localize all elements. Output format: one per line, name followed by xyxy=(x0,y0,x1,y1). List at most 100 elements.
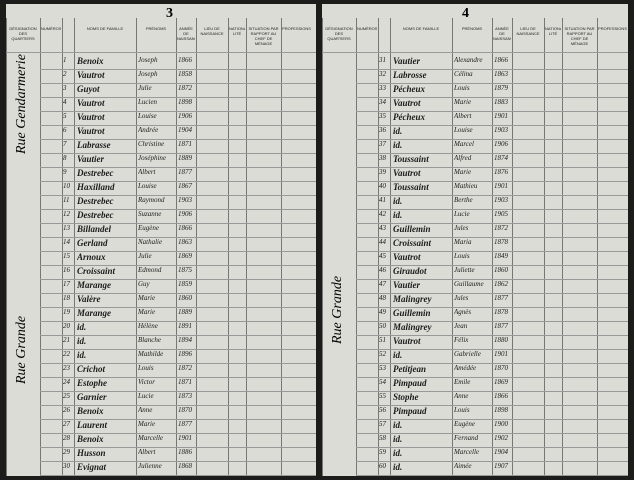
column-header: NATIONA-LITÉ xyxy=(229,26,245,36)
family-name: Pimpaud xyxy=(393,406,427,416)
first-name: Julie xyxy=(138,252,152,260)
column-rule xyxy=(196,18,197,476)
person-number: 41 xyxy=(379,196,386,204)
birth-year: 1863 xyxy=(178,238,192,246)
family-name: Valère xyxy=(77,294,101,304)
family-name: Marange xyxy=(77,308,112,318)
birth-year: 1859 xyxy=(178,280,192,288)
row-rule xyxy=(40,237,316,238)
person-number: 38 xyxy=(379,154,386,162)
column-header: PRÉNOMS xyxy=(145,26,167,31)
first-name: Jules xyxy=(454,224,469,232)
person-number: 24 xyxy=(63,378,70,386)
birth-year: 1904 xyxy=(494,448,508,456)
birth-year: 1867 xyxy=(178,182,192,190)
birth-year: 1872 xyxy=(494,224,508,232)
person-number: 18 xyxy=(63,294,70,302)
row-rule xyxy=(40,125,316,126)
birth-year: 1863 xyxy=(494,70,508,78)
row-rule xyxy=(356,83,628,84)
row-rule xyxy=(356,349,628,350)
person-number: 23 xyxy=(63,364,70,372)
column-rule xyxy=(40,18,41,476)
family-name: Estophe xyxy=(77,378,108,388)
street-name: Rue Grande xyxy=(330,275,345,344)
column-rule xyxy=(136,18,137,476)
row-rule xyxy=(356,405,628,406)
first-name: Agnès xyxy=(454,308,472,316)
birth-year: 1891 xyxy=(178,322,192,330)
first-name: Louis xyxy=(138,364,154,372)
family-name: Laurent xyxy=(77,420,108,430)
column-rule xyxy=(378,18,379,476)
row-rule xyxy=(40,265,316,266)
person-number: 46 xyxy=(379,266,386,274)
first-name: Christine xyxy=(138,140,165,148)
row-rule xyxy=(40,153,316,154)
first-name: Louis xyxy=(454,252,470,260)
person-number: 42 xyxy=(379,210,386,218)
birth-year: 1901 xyxy=(494,350,508,358)
person-number: 30 xyxy=(63,462,70,470)
family-name: Pécheux xyxy=(393,112,425,122)
first-name: Marie xyxy=(138,420,156,428)
column-rule xyxy=(356,18,357,476)
person-number: 20 xyxy=(63,322,70,330)
row-rule xyxy=(40,321,316,322)
person-number: 10 xyxy=(63,182,70,190)
birth-year: 1902 xyxy=(494,434,508,442)
person-number: 13 xyxy=(63,224,70,232)
family-name: Vautrot xyxy=(393,168,421,178)
family-name: id. xyxy=(393,196,403,206)
first-name: Marcelle xyxy=(138,434,164,442)
family-name: Vautrot xyxy=(393,336,421,346)
column-header: DÉSIGNATION DES QUARTIERS xyxy=(325,26,353,41)
person-number: 27 xyxy=(63,420,70,428)
column-header: PRÉNOMS xyxy=(461,26,483,31)
person-number: 5 xyxy=(63,112,67,120)
family-name: Vautrot xyxy=(393,98,421,108)
column-header: DÉSIGNATION DES QUARTIERS xyxy=(9,26,37,41)
first-name: Julie xyxy=(138,84,152,92)
row-rule xyxy=(40,97,316,98)
row-rule xyxy=(40,139,316,140)
row-rule xyxy=(356,377,628,378)
column-rule xyxy=(228,18,229,476)
row-rule xyxy=(356,419,628,420)
row-rule xyxy=(356,209,628,210)
first-name: Emile xyxy=(454,378,471,386)
family-name: Haxilland xyxy=(77,182,115,192)
column-rule xyxy=(176,18,177,476)
person-number: 26 xyxy=(63,406,70,414)
family-name: Stophe xyxy=(393,392,419,402)
birth-year: 1879 xyxy=(494,84,508,92)
family-name: Croissaint xyxy=(77,266,116,276)
family-name: Garnier xyxy=(77,392,107,402)
family-name: Pécheux xyxy=(393,84,425,94)
first-name: Joseph xyxy=(138,56,158,64)
birth-year: 1871 xyxy=(178,140,192,148)
birth-year: 1877 xyxy=(494,322,508,330)
person-number: 29 xyxy=(63,448,70,456)
first-name: Gabrielle xyxy=(454,350,481,358)
family-name: id. xyxy=(393,420,403,430)
family-name: Vautrot xyxy=(77,112,105,122)
first-name: Victor xyxy=(138,378,155,386)
person-number: 59 xyxy=(379,448,386,456)
row-rule xyxy=(356,475,628,476)
person-number: 17 xyxy=(63,280,70,288)
family-name: Guyot xyxy=(77,84,100,94)
first-name: Lucie xyxy=(138,392,154,400)
person-number: 21 xyxy=(63,336,70,344)
person-number: 53 xyxy=(379,364,386,372)
person-number: 51 xyxy=(379,336,386,344)
birth-year: 1878 xyxy=(494,238,508,246)
family-name: id. xyxy=(393,448,403,458)
person-number: 48 xyxy=(379,294,386,302)
first-name: Marie xyxy=(454,98,472,106)
birth-year: 1872 xyxy=(178,84,192,92)
person-number: 58 xyxy=(379,434,386,442)
birth-year: 1880 xyxy=(494,336,508,344)
row-rule xyxy=(40,349,316,350)
